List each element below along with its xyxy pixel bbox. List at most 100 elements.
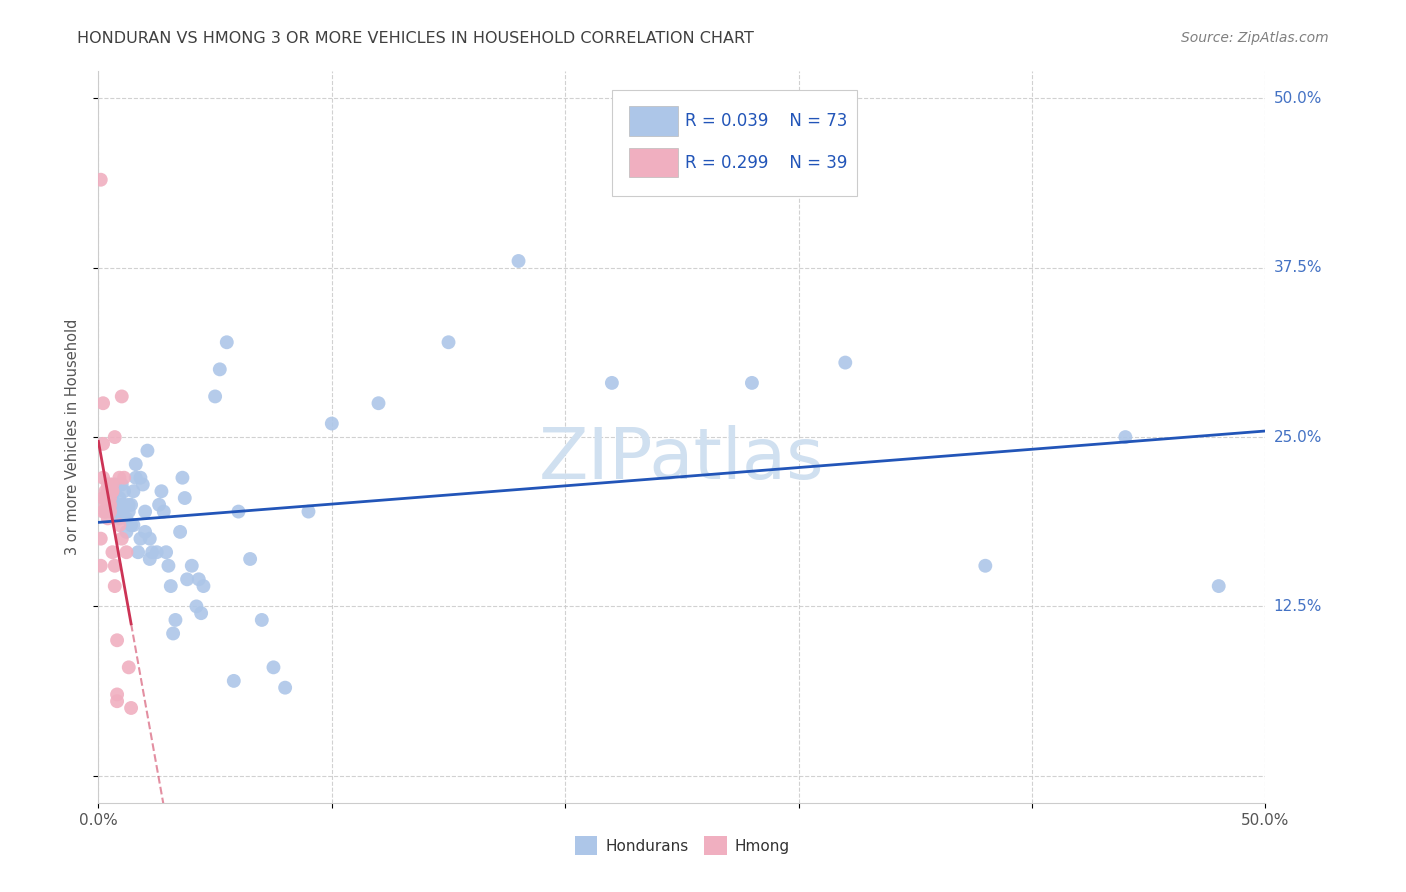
Point [91,471,114,485]
Text: R = 0.299    N = 39: R = 0.299 N = 39 [685,153,848,172]
Legend: Hondurans, Hmong: Hondurans, Hmong [568,830,796,861]
Point [204,389,226,403]
Point [122,484,145,499]
Point [157,558,180,573]
Point [222,673,245,688]
Point [90,172,112,186]
Point [105,688,128,702]
Point [105,505,128,519]
Point [139,532,162,546]
FancyBboxPatch shape [630,148,679,178]
Point [152,505,174,519]
Point [101,545,124,559]
Text: Source: ZipAtlas.com: Source: ZipAtlas.com [1181,31,1329,45]
Text: HONDURAN VS HMONG 3 OR MORE VEHICLES IN HOUSEHOLD CORRELATION CHART: HONDURAN VS HMONG 3 OR MORE VEHICLES IN … [77,31,754,46]
Point [98,498,121,512]
Point [115,524,138,539]
Point [118,498,141,512]
Point [112,484,135,499]
Point [186,599,208,614]
Point [169,524,191,539]
Point [1114,430,1136,444]
Point [139,552,162,566]
Text: ZIPatlas: ZIPatlas [538,425,825,493]
Point [94,505,117,519]
Point [108,518,131,533]
Point [91,437,114,451]
FancyBboxPatch shape [612,90,858,195]
Point [129,471,152,485]
Point [741,376,763,390]
Point [297,505,319,519]
Point [367,396,389,410]
Point [125,471,148,485]
Point [228,505,250,519]
Point [98,477,121,491]
Point [437,335,460,350]
Point [274,681,297,695]
Point [141,545,163,559]
Point [112,471,135,485]
Point [98,491,121,505]
Point [165,613,187,627]
Point [98,505,121,519]
Text: 37.5%: 37.5% [1274,260,1322,276]
Point [239,552,262,566]
Point [115,511,138,525]
Point [250,613,273,627]
Point [104,430,127,444]
Point [146,545,169,559]
Point [115,545,138,559]
Y-axis label: 3 or more Vehicles in Household: 3 or more Vehicles in Household [65,319,80,555]
Point [98,484,121,499]
Point [91,396,114,410]
Point [187,572,209,586]
Point [105,498,128,512]
Point [104,579,127,593]
Point [162,626,184,640]
Point [148,498,170,512]
Point [173,491,195,505]
Point [129,532,152,546]
Point [111,532,134,546]
FancyBboxPatch shape [630,106,679,136]
Text: 12.5%: 12.5% [1274,599,1322,614]
Point [94,498,117,512]
Point [176,572,198,586]
Point [111,505,134,519]
Point [834,355,856,369]
Point [118,660,141,674]
Point [101,491,124,505]
Text: 50.0%: 50.0% [1274,91,1322,106]
Point [172,471,194,485]
Point [94,484,117,499]
Point [90,532,112,546]
Point [101,484,124,499]
Point [974,558,997,573]
Point [104,558,127,573]
Point [193,579,215,593]
Point [97,484,120,499]
Point [136,443,159,458]
Point [90,558,112,573]
Point [120,518,142,533]
Point [208,362,231,376]
Point [134,524,156,539]
Point [108,471,131,485]
Point [105,694,128,708]
Point [508,254,530,268]
Point [112,498,135,512]
Point [94,491,117,505]
Point [155,545,177,559]
Point [150,484,173,499]
Point [91,505,114,519]
Text: 25.0%: 25.0% [1274,430,1322,444]
Text: R = 0.039    N = 73: R = 0.039 N = 73 [685,112,848,130]
Point [127,545,149,559]
Point [190,606,212,620]
Point [132,477,155,491]
Point [125,457,148,471]
Point [111,389,134,403]
Point [97,498,120,512]
Point [1208,579,1230,593]
